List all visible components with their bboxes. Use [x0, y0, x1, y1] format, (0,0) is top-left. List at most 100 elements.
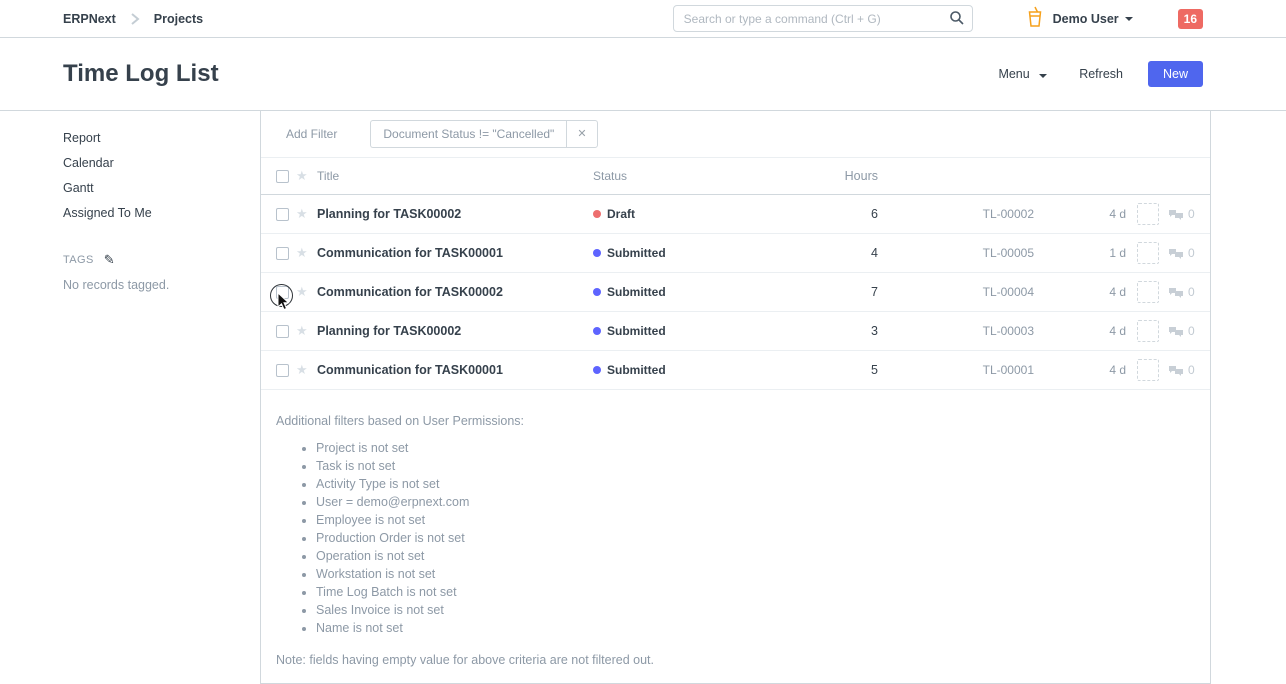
comments-icon [1169, 365, 1183, 376]
row-checkbox[interactable] [276, 207, 289, 221]
comment-count: 0 [1168, 246, 1195, 260]
comment-count-value: 0 [1188, 324, 1195, 338]
permission-item: Employee is not set [316, 513, 1195, 527]
comment-count-value: 0 [1188, 363, 1195, 377]
row-checkbox[interactable] [276, 324, 289, 338]
sidebar-item[interactable]: Gantt [63, 181, 94, 195]
content: Report Calendar Gantt Assigned To Me TAG… [0, 111, 1286, 684]
permission-item: Project is not set [316, 441, 1195, 455]
row-title[interactable]: Planning for TASK00002 [317, 324, 462, 338]
edit-tags-icon[interactable]: ✎ [103, 252, 115, 267]
search-icon[interactable] [949, 10, 965, 29]
select-all-checkbox[interactable] [276, 169, 289, 183]
table-row[interactable]: ★ Communication for TASK00001 Submitted … [261, 351, 1210, 390]
list-container: Add Filter Document Status != "Cancelled… [260, 111, 1211, 684]
permission-item: Workstation is not set [316, 567, 1195, 581]
row-modified: 4 d [1109, 363, 1126, 377]
assign-placeholder[interactable] [1137, 281, 1159, 303]
comments-icon [1169, 287, 1183, 298]
column-hours: Hours [844, 169, 878, 183]
permissions-list: Project is not set Task is not set Activ… [316, 441, 1195, 635]
sidebar-nav: Report Calendar Gantt Assigned To Me [63, 131, 240, 220]
search-input[interactable] [672, 5, 973, 32]
row-id: TL-00005 [982, 246, 1034, 260]
row-id: TL-00004 [982, 285, 1034, 299]
menu-button[interactable]: Menu [998, 67, 1048, 81]
status-label: Draft [607, 207, 636, 221]
sidebar: Report Calendar Gantt Assigned To Me TAG… [0, 111, 260, 684]
add-filter-button[interactable]: Add Filter [286, 127, 338, 141]
row-hours: 3 [871, 324, 878, 338]
row-title[interactable]: Communication for TASK00001 [317, 363, 503, 377]
refresh-button[interactable]: Refresh [1079, 67, 1123, 81]
status-dot [593, 210, 601, 218]
row-id: TL-00002 [982, 207, 1034, 221]
status-dot [593, 249, 601, 257]
page-head: Time Log List Menu Refresh New [0, 38, 1286, 111]
comment-count-value: 0 [1188, 246, 1195, 260]
comments-icon [1169, 248, 1183, 259]
user-menu[interactable]: Demo User [1026, 6, 1133, 31]
tags-heading: TAGS [63, 254, 94, 266]
status-label: Submitted [607, 363, 666, 377]
sidebar-item[interactable]: Calendar [63, 156, 114, 170]
row-title[interactable]: Communication for TASK00002 [317, 285, 503, 299]
assign-placeholder[interactable] [1137, 320, 1159, 342]
comment-count: 0 [1168, 207, 1195, 221]
chevron-down-icon [1124, 16, 1133, 21]
table-row[interactable]: ★ Communication for TASK00002 Submitted … [261, 273, 1210, 312]
star-icon[interactable]: ★ [296, 206, 308, 221]
row-modified: 4 d [1109, 285, 1126, 299]
new-button[interactable]: New [1147, 61, 1203, 87]
comments-icon [1169, 326, 1183, 337]
table-row[interactable]: ★ Communication for TASK00001 Submitted … [261, 234, 1210, 273]
table-row[interactable]: ★ Planning for TASK00002 Draft 6 TL-0000… [261, 195, 1210, 234]
breadcrumb-page[interactable]: Projects [153, 11, 204, 26]
notification-badge[interactable]: 16 [1177, 8, 1203, 29]
row-title[interactable]: Planning for TASK00002 [317, 207, 462, 221]
star-icon[interactable]: ★ [296, 362, 308, 377]
status-label: Submitted [607, 324, 666, 338]
star-icon[interactable]: ★ [296, 245, 308, 260]
remove-filter-icon[interactable]: ✕ [566, 120, 598, 148]
menu-button-label: Menu [998, 67, 1030, 81]
permission-item: Task is not set [316, 459, 1195, 473]
permission-item: Activity Type is not set [316, 477, 1195, 491]
row-checkbox[interactable] [276, 285, 289, 299]
row-hours: 5 [871, 363, 878, 377]
assign-placeholder[interactable] [1137, 359, 1159, 381]
tags-empty-text: No records tagged. [63, 278, 170, 292]
status-dot [593, 327, 601, 335]
active-filter: Document Status != "Cancelled" ✕ [370, 120, 598, 148]
column-title: Title [317, 169, 340, 183]
sidebar-item[interactable]: Assigned To Me [63, 206, 152, 220]
star-icon[interactable]: ★ [296, 284, 308, 299]
filter-label[interactable]: Document Status != "Cancelled" [370, 120, 567, 148]
user-name: Demo User [1052, 11, 1119, 26]
breadcrumb-brand[interactable]: ERPNext [63, 11, 116, 26]
chevron-right-icon [130, 12, 140, 25]
comments-icon [1169, 209, 1183, 220]
row-checkbox[interactable] [276, 363, 289, 377]
status-label: Submitted [607, 246, 666, 260]
star-icon: ★ [296, 168, 308, 183]
assign-placeholder[interactable] [1137, 242, 1159, 264]
row-id: TL-00003 [982, 324, 1034, 338]
tags-section: TAGS ✎ [63, 252, 240, 268]
global-search [672, 5, 973, 32]
row-checkbox[interactable] [276, 246, 289, 260]
row-title[interactable]: Communication for TASK00001 [317, 246, 503, 260]
navbar: ERPNext Projects Demo User 16 [0, 0, 1286, 38]
comment-count: 0 [1168, 324, 1195, 338]
page-actions: Menu Refresh New [998, 61, 1203, 87]
permission-item: Production Order is not set [316, 531, 1195, 545]
assign-placeholder[interactable] [1137, 203, 1159, 225]
permission-item: Name is not set [316, 621, 1195, 635]
juice-cup-icon [1026, 6, 1044, 31]
permission-item: Operation is not set [316, 549, 1195, 563]
table-row[interactable]: ★ Planning for TASK00002 Submitted 3 TL-… [261, 312, 1210, 351]
star-icon[interactable]: ★ [296, 323, 308, 338]
sidebar-item[interactable]: Report [63, 131, 101, 145]
comment-count: 0 [1168, 285, 1195, 299]
chevron-down-icon [1039, 74, 1048, 78]
